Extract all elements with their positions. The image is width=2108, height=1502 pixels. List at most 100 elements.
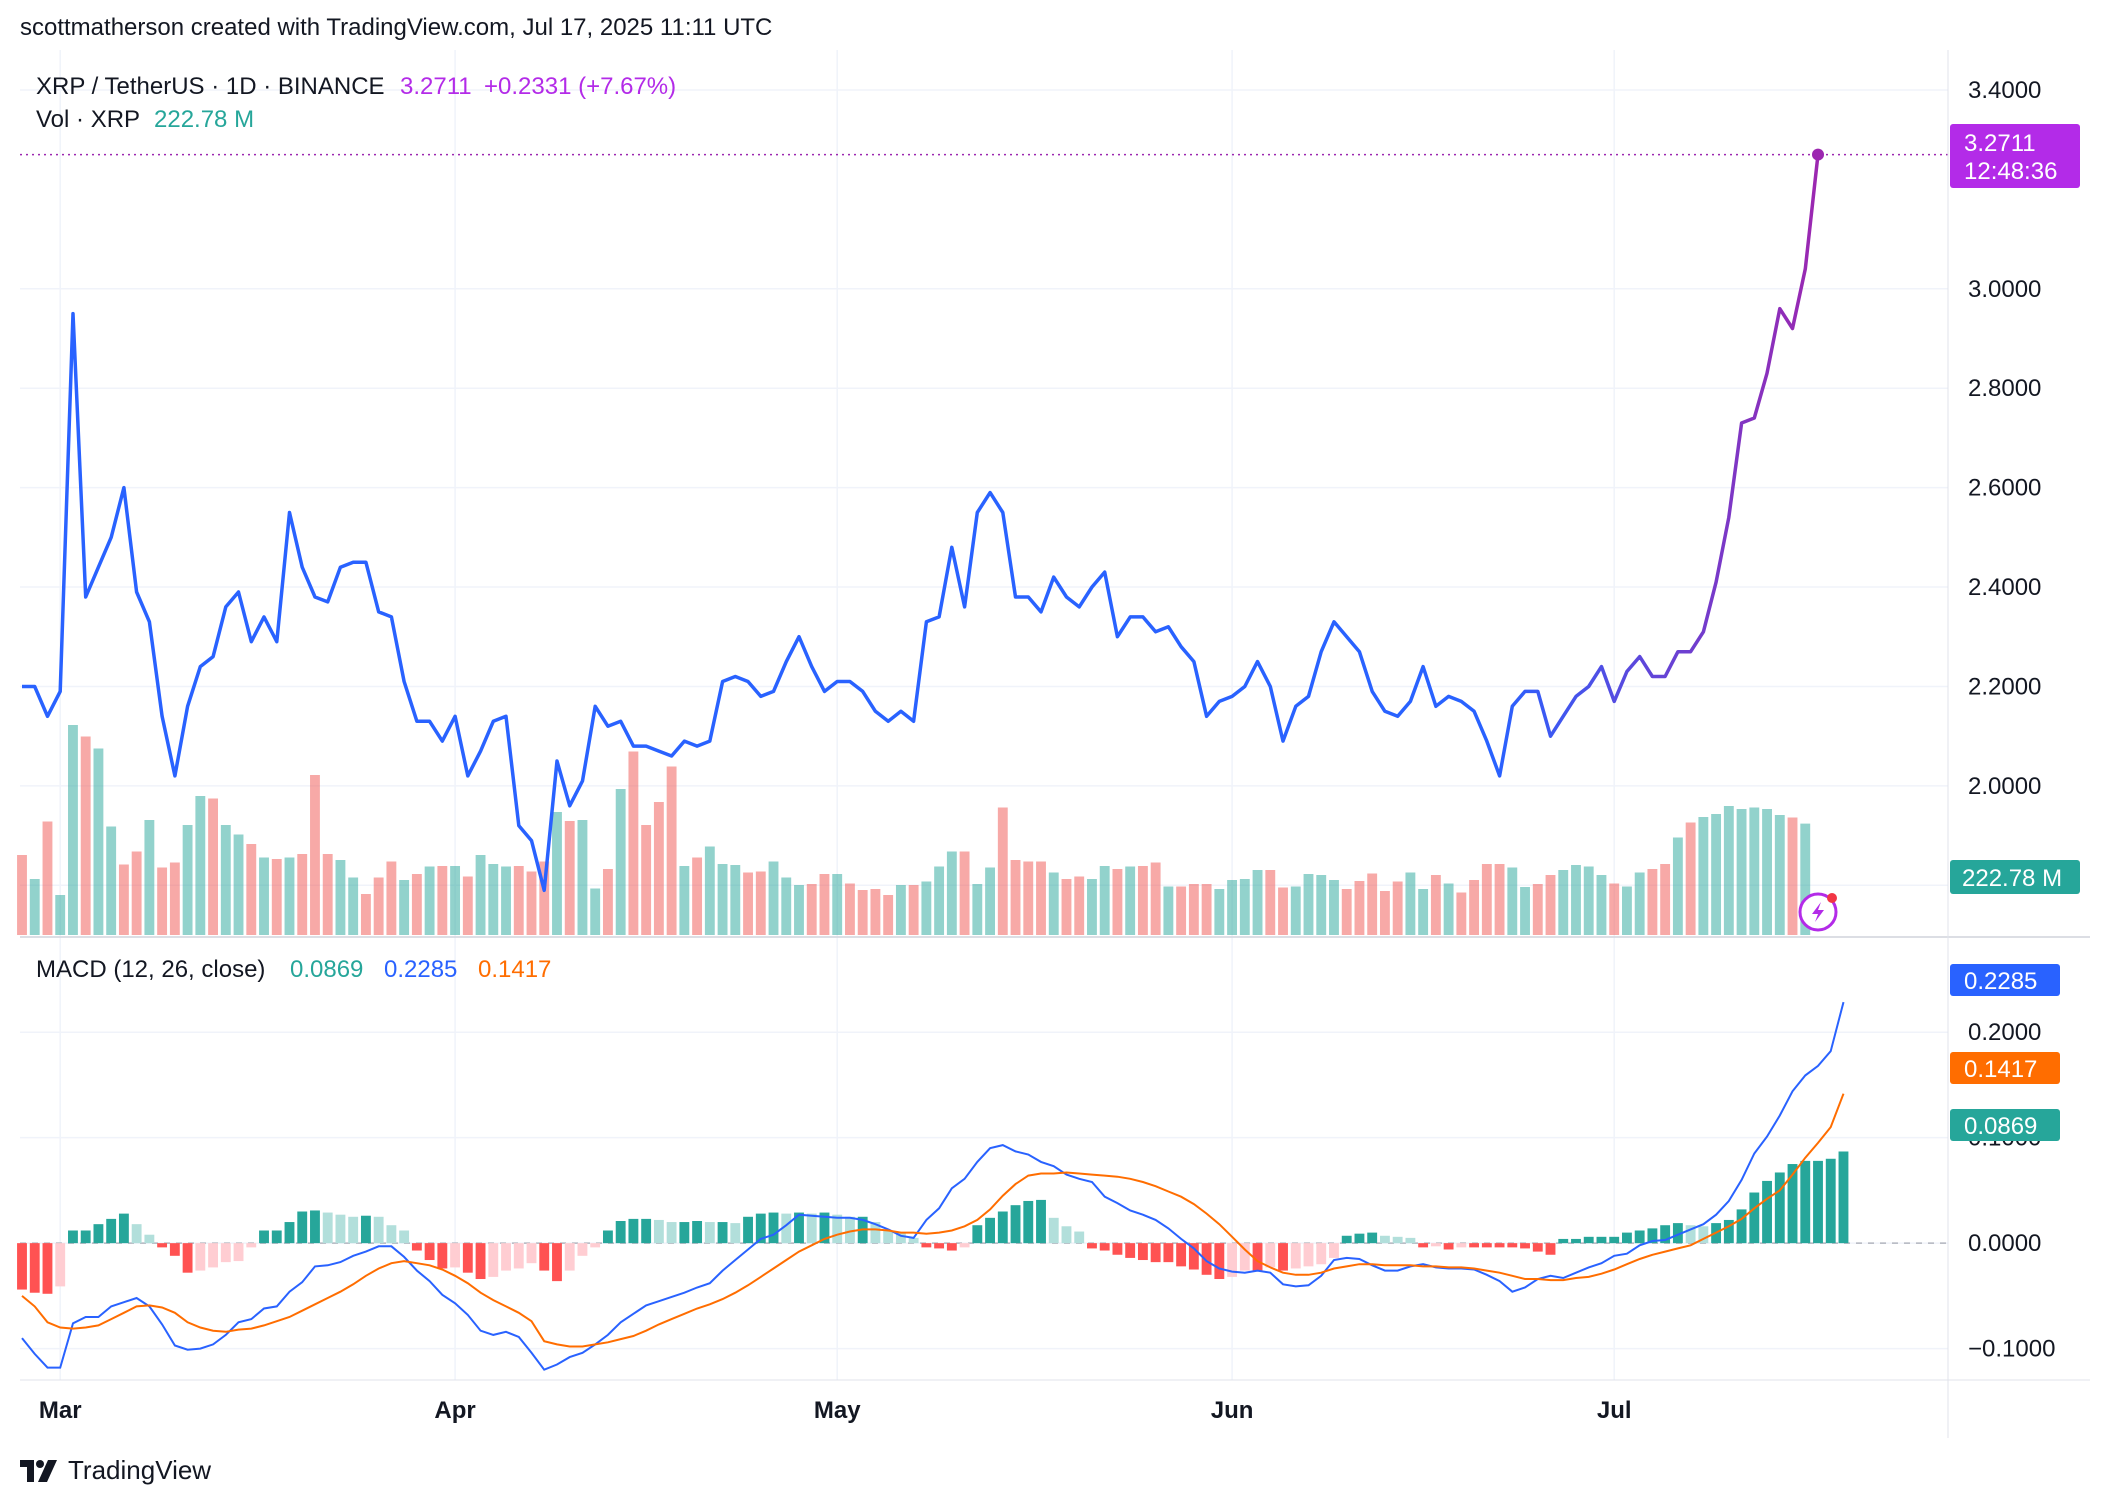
macd-histogram-bar bbox=[1494, 1243, 1505, 1248]
time-axis-label: Jul bbox=[1597, 1397, 1632, 1424]
macd-histogram-bar bbox=[1443, 1243, 1454, 1250]
volume-bar bbox=[959, 851, 970, 935]
volume-bar bbox=[17, 855, 27, 935]
macd-histogram-bar bbox=[845, 1216, 855, 1244]
volume-bar bbox=[118, 864, 129, 935]
volume-bar bbox=[271, 859, 282, 935]
volume-bar bbox=[501, 866, 511, 935]
legend-change: +0.2331 (+7.67%) bbox=[484, 73, 676, 100]
macd-histogram-bar bbox=[17, 1243, 27, 1290]
volume-bar bbox=[220, 825, 231, 935]
macd-histogram-bar bbox=[322, 1212, 333, 1244]
volume-bar bbox=[1800, 823, 1811, 935]
volume-bar bbox=[1137, 866, 1148, 935]
volume-legend-label[interactable]: Vol · XRP bbox=[36, 106, 140, 133]
price-axis-label: 2.8000 bbox=[1968, 375, 2041, 402]
macd-histogram-bar bbox=[832, 1214, 843, 1244]
volume-bar bbox=[246, 844, 257, 935]
volume-bar bbox=[1494, 864, 1505, 935]
macd-histogram-bar bbox=[819, 1212, 830, 1244]
volume-bar bbox=[921, 881, 932, 935]
macd-histogram-bar bbox=[1456, 1243, 1467, 1248]
volume-bar bbox=[908, 885, 919, 935]
volume-bar bbox=[424, 866, 435, 935]
macd-histogram-bar bbox=[1545, 1243, 1556, 1255]
macd-histogram-bar bbox=[157, 1243, 168, 1248]
volume-bar bbox=[1150, 862, 1161, 935]
tradingview-logo[interactable]: TradingView bbox=[20, 1450, 211, 1490]
macd-histogram-bar bbox=[921, 1243, 932, 1248]
macd-histogram-bar bbox=[1800, 1160, 1811, 1244]
volume-bar bbox=[1087, 879, 1097, 935]
macd-histogram-bar bbox=[666, 1222, 677, 1244]
macd-histogram-bar bbox=[755, 1213, 766, 1244]
macd-histogram-bar bbox=[1379, 1235, 1390, 1244]
histogram-value-tag-text: 0.0869 bbox=[1964, 1113, 2037, 1140]
volume-bar bbox=[704, 846, 715, 935]
volume-bar bbox=[1290, 886, 1301, 935]
volume-bar bbox=[1023, 861, 1034, 935]
volume-bar bbox=[1227, 880, 1238, 935]
last-price-dot bbox=[1812, 148, 1824, 161]
macd-histogram-bar bbox=[1469, 1243, 1480, 1248]
volume-bar bbox=[717, 864, 728, 935]
volume-bar bbox=[1685, 822, 1696, 935]
volume-bar bbox=[169, 862, 180, 935]
volume-bar bbox=[590, 888, 601, 935]
volume-bar bbox=[1329, 880, 1339, 935]
macd-histogram-bar bbox=[1660, 1225, 1671, 1244]
macd-histogram-bar bbox=[1558, 1238, 1569, 1244]
volume-bar bbox=[615, 789, 626, 935]
macd-histogram-bar bbox=[704, 1222, 715, 1244]
macd-histogram-bar bbox=[360, 1215, 371, 1244]
macd-histogram-bar bbox=[692, 1221, 703, 1244]
volume-bar bbox=[1672, 837, 1683, 935]
macd-histogram-bar bbox=[29, 1243, 40, 1293]
volume-bar bbox=[653, 802, 664, 935]
macd-histogram-bar bbox=[997, 1211, 1008, 1244]
volume-bar bbox=[93, 748, 104, 935]
volume-bar bbox=[1112, 869, 1123, 935]
macd-histogram-bar bbox=[1749, 1192, 1760, 1244]
volume-bar bbox=[1736, 809, 1747, 935]
macd-histogram-bar bbox=[1736, 1209, 1747, 1244]
macd-legend-macd: 0.2285 bbox=[384, 956, 457, 983]
macd-histogram-bar bbox=[259, 1230, 269, 1244]
macd-histogram-bar bbox=[450, 1243, 461, 1268]
lightning-icon[interactable] bbox=[1798, 892, 1838, 932]
macd-histogram-bar bbox=[1685, 1225, 1696, 1244]
macd-histogram-bar bbox=[271, 1230, 282, 1244]
volume-bar bbox=[284, 857, 295, 935]
volume-bar bbox=[80, 736, 91, 935]
tradingview-logo-icon bbox=[20, 1460, 57, 1482]
volume-bar bbox=[1405, 872, 1416, 935]
axis-layer: Mar Apr May Jun Jul 3.4000 3.0000 2.8000 2.6000 2… bbox=[39, 77, 2056, 1424]
volume-bar bbox=[1698, 817, 1709, 935]
volume-bar bbox=[1660, 864, 1671, 935]
volume-bar bbox=[1520, 887, 1530, 935]
macd-histogram-bar bbox=[501, 1243, 511, 1271]
volume-bar bbox=[297, 854, 308, 935]
price-line[interactable] bbox=[22, 154, 1820, 893]
volume-bar bbox=[1354, 881, 1365, 935]
macd-histogram-bar bbox=[513, 1243, 524, 1269]
volume-bar bbox=[1367, 873, 1378, 935]
macd-histogram-bar bbox=[1571, 1238, 1581, 1244]
macd-histogram-bar bbox=[131, 1224, 142, 1244]
volume-bar bbox=[1316, 875, 1327, 935]
volume-bar bbox=[360, 894, 371, 935]
macd-histogram-bar bbox=[615, 1221, 626, 1244]
macd-histogram-bar bbox=[641, 1218, 652, 1244]
volume-bar bbox=[373, 877, 384, 935]
volume-legend-value: 222.78 M bbox=[154, 106, 254, 133]
macd-axis-label: 0.0000 bbox=[1968, 1230, 2041, 1257]
volume-bar bbox=[1048, 872, 1059, 935]
macd-histogram-bar bbox=[42, 1243, 53, 1294]
macd-histogram-bar bbox=[972, 1225, 983, 1244]
last-price-tag-price: 3.2711 bbox=[1964, 130, 2036, 157]
macd-histogram-bar bbox=[1010, 1205, 1021, 1244]
symbol-legend[interactable]: XRP / TetherUS · 1D · BINANCE bbox=[36, 73, 385, 100]
macd-legend-label[interactable]: MACD (12, 26, close) bbox=[36, 956, 265, 983]
volume-bar bbox=[322, 854, 333, 935]
